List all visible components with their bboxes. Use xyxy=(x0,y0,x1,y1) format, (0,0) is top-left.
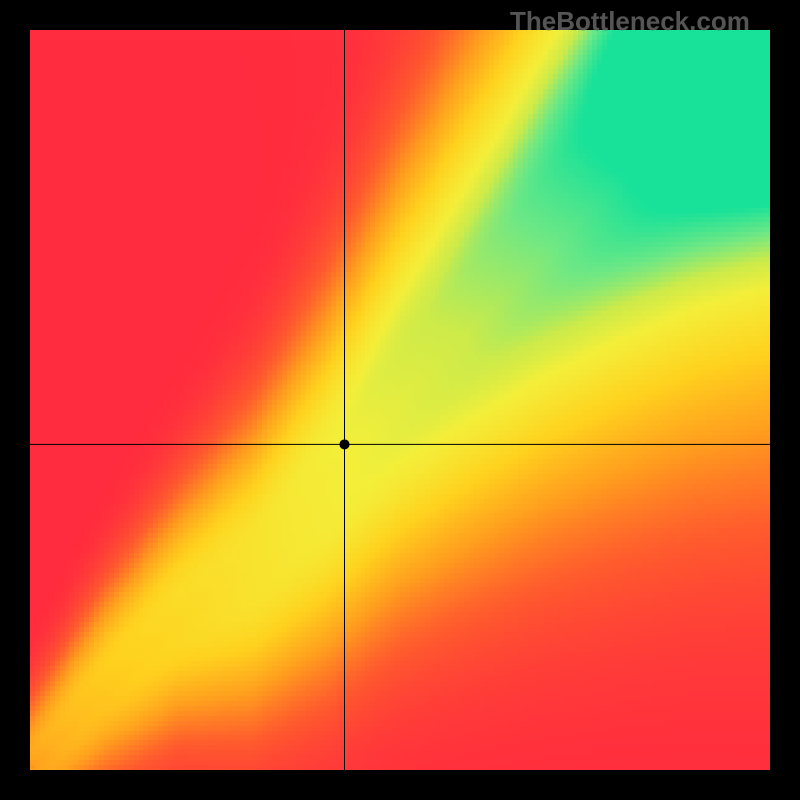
watermark-text: TheBottleneck.com xyxy=(510,6,750,37)
bottleneck-heatmap xyxy=(0,0,800,800)
